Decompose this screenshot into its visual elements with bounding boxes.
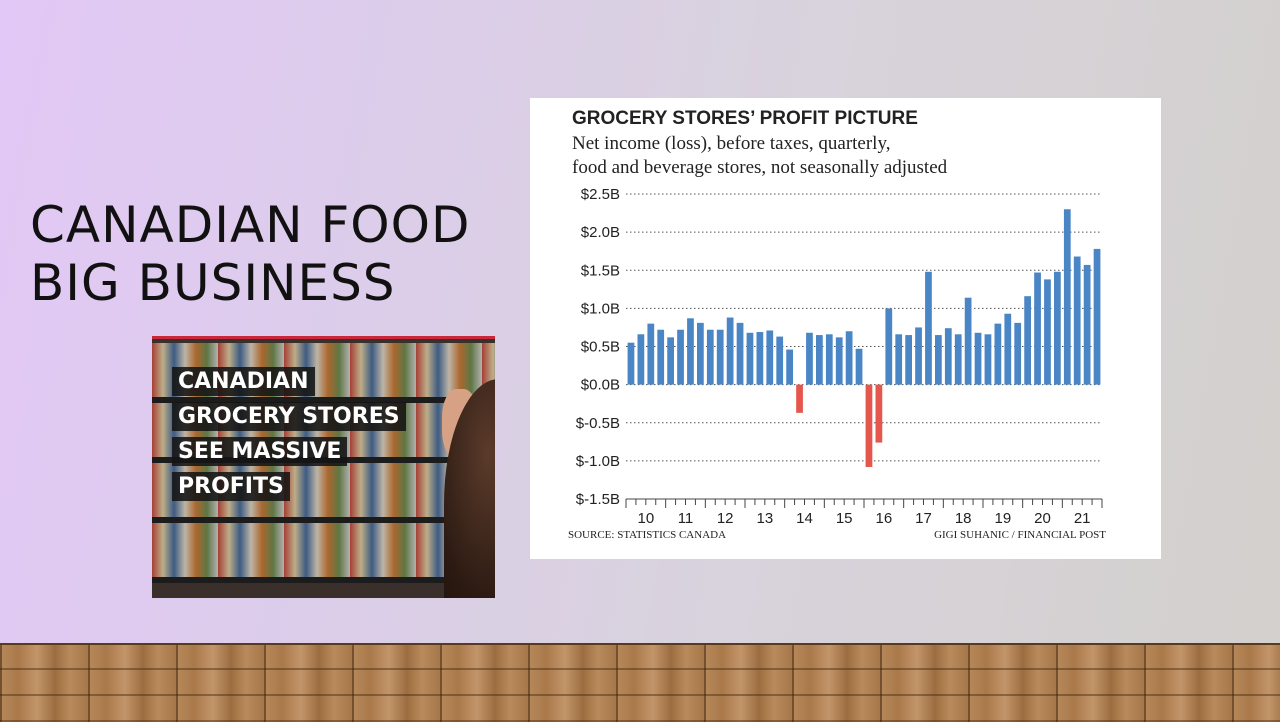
bar — [766, 330, 774, 385]
x-tick-label: 15 — [836, 510, 853, 527]
bar — [746, 332, 754, 385]
bar — [915, 327, 922, 385]
bar — [637, 334, 645, 385]
bar — [687, 318, 694, 385]
slide-title-line-1: CANADIAN FOOD — [30, 196, 471, 254]
bar — [974, 332, 982, 385]
bar — [825, 334, 833, 385]
bar — [736, 322, 744, 385]
slide-title-line-2: BIG BUSINESS — [30, 254, 396, 312]
bar — [885, 308, 893, 385]
bar — [875, 384, 883, 443]
x-tick-label: 21 — [1074, 510, 1091, 527]
y-tick-label: $-0.5B — [576, 415, 620, 432]
grocery-photo: CANADIAN GROCERY STORES SEE MASSIVE PROF… — [152, 336, 495, 598]
x-tick-label: 17 — [915, 510, 932, 527]
x-axis: 10 11 12 13 14 15 16 17 18 19 20 21 — [625, 498, 1103, 527]
x-tick-label: 20 — [1034, 510, 1051, 527]
bar — [835, 337, 843, 385]
chart-subtitle-line-1: Net income (loss), before taxes, quarter… — [572, 133, 890, 154]
bar — [1093, 248, 1101, 385]
bar — [706, 329, 714, 385]
slide-title: CANADIAN FOOD BIG BUSINESS — [30, 196, 470, 312]
bar — [1004, 313, 1012, 385]
y-tick-label: $1.5B — [581, 262, 620, 279]
y-tick-label: $1.0B — [581, 300, 620, 317]
y-tick-label: $0.5B — [581, 339, 620, 356]
x-tick-label: 16 — [875, 510, 892, 527]
bar — [895, 334, 903, 385]
y-axis-labels: $2.5B $2.0B $1.5B $1.0B $0.5B $0.0B $-0.5B $-1.… — [576, 186, 620, 508]
bar — [1044, 279, 1051, 385]
bar — [786, 349, 793, 385]
bar — [816, 335, 823, 385]
x-tick-label: 10 — [637, 510, 654, 527]
x-tick-label: 11 — [678, 510, 694, 527]
shelf-edge — [152, 397, 495, 403]
photo-caption-line: GROCERY STORES — [172, 402, 406, 431]
chart-card: GROCERY STORES’ PROFIT PICTURE Net incom… — [530, 98, 1161, 559]
bar — [865, 384, 873, 467]
chart-bars — [627, 209, 1101, 467]
y-tick-label: $-1.5B — [576, 491, 620, 508]
chart-credit: GIGI SUHANIC / FINANCIAL POST — [934, 529, 1106, 541]
x-tick-label: 12 — [717, 510, 734, 527]
shelf-edge — [152, 517, 495, 523]
bar — [944, 328, 952, 385]
bar — [954, 334, 962, 385]
bar — [627, 342, 635, 385]
bar — [806, 332, 813, 385]
bar — [796, 384, 803, 413]
y-tick-label: $2.0B — [581, 224, 620, 241]
x-tick-label: 13 — [756, 510, 773, 527]
bar — [756, 332, 764, 385]
photo-caption-line: CANADIAN — [172, 367, 315, 396]
photo-caption-line: SEE MASSIVE — [172, 437, 348, 466]
bar — [925, 271, 932, 385]
bar — [1034, 272, 1041, 385]
bar — [1024, 296, 1031, 385]
x-tick-label: 19 — [994, 510, 1011, 527]
wood-floor — [0, 643, 1280, 722]
bar — [716, 329, 724, 385]
bar — [1054, 271, 1061, 385]
bar — [994, 323, 1002, 385]
bar — [647, 323, 655, 385]
bar — [667, 337, 674, 385]
bar — [657, 329, 665, 385]
bar — [845, 331, 853, 385]
bar — [726, 317, 734, 385]
bar — [984, 334, 992, 385]
bar — [855, 348, 863, 385]
bar — [1073, 256, 1081, 385]
photo-caption-line: PROFITS — [172, 472, 290, 501]
bar — [697, 322, 704, 385]
shelf-edge — [152, 577, 495, 583]
y-tick-label: $-1.0B — [576, 453, 620, 470]
chart-title: GROCERY STORES’ PROFIT PICTURE — [572, 108, 918, 129]
bar — [964, 297, 972, 385]
bar — [776, 336, 784, 385]
bar — [677, 329, 684, 385]
y-tick-label: $0.0B — [581, 377, 620, 394]
chart-source: SOURCE: STATISTICS CANADA — [568, 529, 726, 541]
y-tick-label: $2.5B — [581, 186, 620, 203]
chart-subtitle-line-2: food and beverage stores, not seasonally… — [572, 157, 948, 178]
bar — [1063, 209, 1071, 385]
shelf-row — [152, 523, 495, 577]
profit-bar-chart: GROCERY STORES’ PROFIT PICTURE Net incom… — [568, 108, 1106, 541]
bar — [935, 335, 942, 385]
bar — [1014, 322, 1022, 385]
bar — [1083, 264, 1091, 385]
x-tick-label: 18 — [955, 510, 972, 527]
x-tick-label: 14 — [796, 510, 813, 527]
bar — [905, 335, 912, 385]
chart-grid — [626, 193, 1102, 462]
